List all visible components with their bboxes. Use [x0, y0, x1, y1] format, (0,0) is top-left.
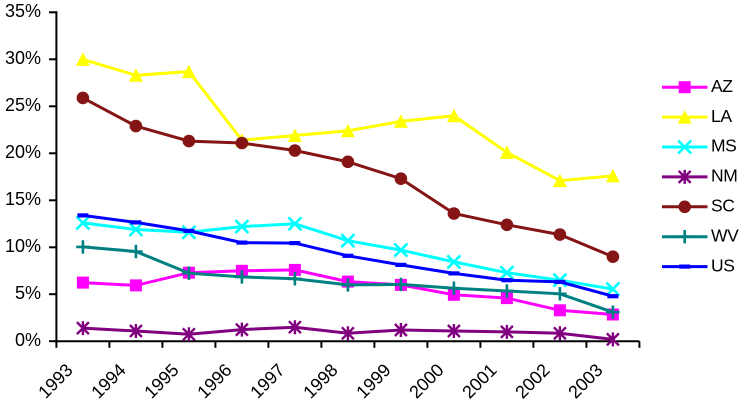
svg-text:25%: 25%	[5, 95, 41, 115]
svg-text:AZ: AZ	[711, 76, 733, 96]
svg-text:SC: SC	[711, 196, 735, 216]
svg-text:WV: WV	[711, 225, 739, 245]
svg-text:20%: 20%	[5, 142, 41, 162]
svg-text:MS: MS	[711, 136, 736, 156]
svg-text:30%: 30%	[5, 48, 41, 68]
svg-text:15%: 15%	[5, 189, 41, 209]
svg-text:35%: 35%	[5, 1, 41, 21]
svg-text:LA: LA	[711, 106, 732, 126]
svg-text:10%: 10%	[5, 236, 41, 256]
svg-text:US: US	[711, 255, 735, 275]
svg-text:0%: 0%	[15, 330, 41, 350]
svg-text:NM: NM	[711, 166, 737, 186]
svg-text:5%: 5%	[15, 283, 41, 303]
